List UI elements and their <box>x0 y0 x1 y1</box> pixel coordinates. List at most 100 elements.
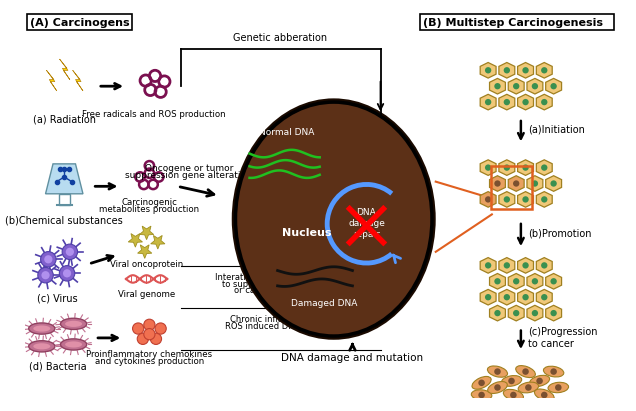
Ellipse shape <box>29 341 55 352</box>
Ellipse shape <box>488 381 508 393</box>
Circle shape <box>485 99 491 105</box>
Circle shape <box>550 180 556 187</box>
Text: metabolites production: metabolites production <box>99 205 200 214</box>
Ellipse shape <box>487 366 508 377</box>
Circle shape <box>550 368 557 375</box>
Ellipse shape <box>29 323 55 334</box>
Circle shape <box>485 164 491 171</box>
Text: Free radicals and ROS production: Free radicals and ROS production <box>82 110 226 119</box>
Polygon shape <box>139 226 154 240</box>
Circle shape <box>541 262 548 268</box>
Circle shape <box>485 196 491 203</box>
Text: (A) Carcinogens: (A) Carcinogens <box>30 18 129 28</box>
Polygon shape <box>518 62 534 78</box>
Circle shape <box>45 255 52 263</box>
Text: (c)Progression
to cancer: (c)Progression to cancer <box>529 327 598 349</box>
Text: Normal DNA: Normal DNA <box>259 127 315 136</box>
Circle shape <box>485 67 491 74</box>
Text: Carcinogenic: Carcinogenic <box>121 199 177 208</box>
Polygon shape <box>490 273 506 289</box>
Polygon shape <box>499 62 515 78</box>
Circle shape <box>532 278 538 284</box>
Circle shape <box>66 248 74 256</box>
Text: (b)Promotion: (b)Promotion <box>529 228 592 238</box>
Text: DNA damage and mutation: DNA damage and mutation <box>281 353 424 363</box>
Polygon shape <box>499 160 515 175</box>
Circle shape <box>494 384 501 391</box>
Ellipse shape <box>548 382 569 393</box>
Ellipse shape <box>534 389 554 401</box>
Circle shape <box>41 252 56 267</box>
Circle shape <box>550 278 556 284</box>
Circle shape <box>494 278 501 284</box>
Polygon shape <box>508 176 524 191</box>
Circle shape <box>485 262 491 268</box>
Polygon shape <box>480 62 496 78</box>
Circle shape <box>541 164 548 171</box>
Polygon shape <box>46 164 83 194</box>
Polygon shape <box>480 94 496 110</box>
Text: suppression gene alteration: suppression gene alteration <box>125 171 252 180</box>
Circle shape <box>38 268 53 283</box>
Circle shape <box>513 278 520 284</box>
Polygon shape <box>60 59 70 80</box>
Circle shape <box>485 294 491 300</box>
Ellipse shape <box>503 389 523 401</box>
Ellipse shape <box>501 376 522 386</box>
Circle shape <box>144 319 155 330</box>
Polygon shape <box>518 94 534 110</box>
Ellipse shape <box>543 366 563 377</box>
Circle shape <box>522 67 529 74</box>
Polygon shape <box>536 94 552 110</box>
Circle shape <box>144 328 155 340</box>
Circle shape <box>63 269 71 277</box>
Text: Damaged DNA: Damaged DNA <box>291 299 357 308</box>
Polygon shape <box>536 258 552 273</box>
Ellipse shape <box>33 326 50 332</box>
Polygon shape <box>518 160 534 175</box>
Text: ROS induced DNA damage: ROS induced DNA damage <box>225 322 338 331</box>
Ellipse shape <box>33 343 50 349</box>
Circle shape <box>59 266 75 281</box>
Text: Viral oncoprotein: Viral oncoprotein <box>110 260 183 269</box>
Text: and cytokines production: and cytokines production <box>95 357 204 366</box>
Circle shape <box>504 67 510 74</box>
Circle shape <box>510 392 516 398</box>
Polygon shape <box>527 176 543 191</box>
Text: Proinflammatory chemokines: Proinflammatory chemokines <box>86 350 212 359</box>
Polygon shape <box>546 79 562 94</box>
Text: or cause inflammation: or cause inflammation <box>234 286 329 296</box>
Circle shape <box>522 164 529 171</box>
Circle shape <box>494 180 501 187</box>
Circle shape <box>478 392 485 398</box>
Polygon shape <box>499 258 515 273</box>
Circle shape <box>541 392 548 398</box>
Circle shape <box>150 333 162 344</box>
Circle shape <box>541 67 548 74</box>
Text: Oncogene or tumor: Oncogene or tumor <box>144 164 233 173</box>
Text: (a)Initiation: (a)Initiation <box>529 124 585 134</box>
Polygon shape <box>499 289 515 305</box>
Polygon shape <box>480 258 496 273</box>
Circle shape <box>522 368 529 375</box>
Polygon shape <box>480 192 496 207</box>
Polygon shape <box>527 79 543 94</box>
FancyBboxPatch shape <box>27 14 132 30</box>
Polygon shape <box>546 176 562 191</box>
Circle shape <box>532 83 538 89</box>
Polygon shape <box>518 289 534 305</box>
Text: Viral genome: Viral genome <box>118 290 175 299</box>
Ellipse shape <box>235 102 432 336</box>
Text: DNA
damage
repair: DNA damage repair <box>348 208 385 239</box>
Text: (B) Multistep Carcinogenesis: (B) Multistep Carcinogenesis <box>423 18 603 28</box>
Polygon shape <box>59 194 70 205</box>
Text: (d) Bacteria: (d) Bacteria <box>29 361 86 371</box>
Circle shape <box>522 99 529 105</box>
Polygon shape <box>536 289 552 305</box>
Circle shape <box>513 180 520 187</box>
Circle shape <box>525 384 532 391</box>
Circle shape <box>522 196 529 203</box>
Ellipse shape <box>471 390 492 400</box>
Ellipse shape <box>65 342 82 348</box>
Polygon shape <box>499 192 515 207</box>
